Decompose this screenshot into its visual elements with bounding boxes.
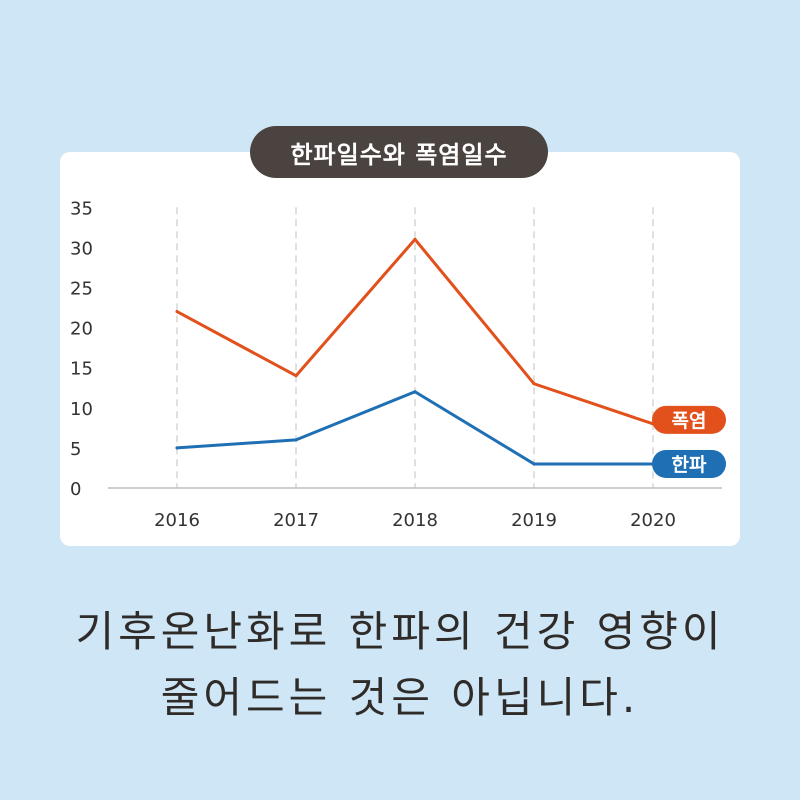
y-tick-label: 10: [70, 399, 93, 420]
series-point-1-3: [532, 462, 536, 466]
x-tick-label: 2018: [392, 510, 438, 531]
x-tick-label: 2019: [511, 510, 557, 531]
y-tick-label: 20: [70, 319, 93, 340]
caption-line-1: 기후온난화로 한파의 건강 영향이: [75, 607, 725, 656]
series-point-1-0: [175, 446, 179, 450]
x-tick-label: 2020: [630, 510, 676, 531]
y-tick-label: 5: [70, 439, 81, 460]
caption-line-2: 줄어드는 것은 아닙니다.: [160, 673, 640, 722]
chart-card: [60, 152, 740, 546]
y-tick-label: 0: [70, 479, 81, 500]
series-point-0-0: [175, 310, 179, 314]
series-tag-0: [652, 405, 726, 434]
y-tick-label: 35: [70, 198, 93, 219]
series-point-0-1: [294, 374, 298, 378]
series-tag-label-0: 폭염: [672, 410, 707, 432]
y-tick-label: 25: [70, 279, 93, 300]
y-tick-label: 15: [70, 359, 93, 380]
x-tick-label: 2016: [154, 510, 200, 531]
series-point-1-2: [413, 390, 417, 394]
series-tag-label-1: 한파: [672, 454, 707, 476]
x-tick-label: 2017: [273, 510, 319, 531]
series-tag-1: [652, 449, 726, 478]
chart-title: 한파일수와 폭염일수: [250, 126, 548, 178]
y-tick-label: 30: [70, 238, 93, 259]
series-point-0-2: [413, 237, 417, 241]
series-point-0-3: [532, 382, 536, 386]
series-point-1-1: [294, 438, 298, 442]
